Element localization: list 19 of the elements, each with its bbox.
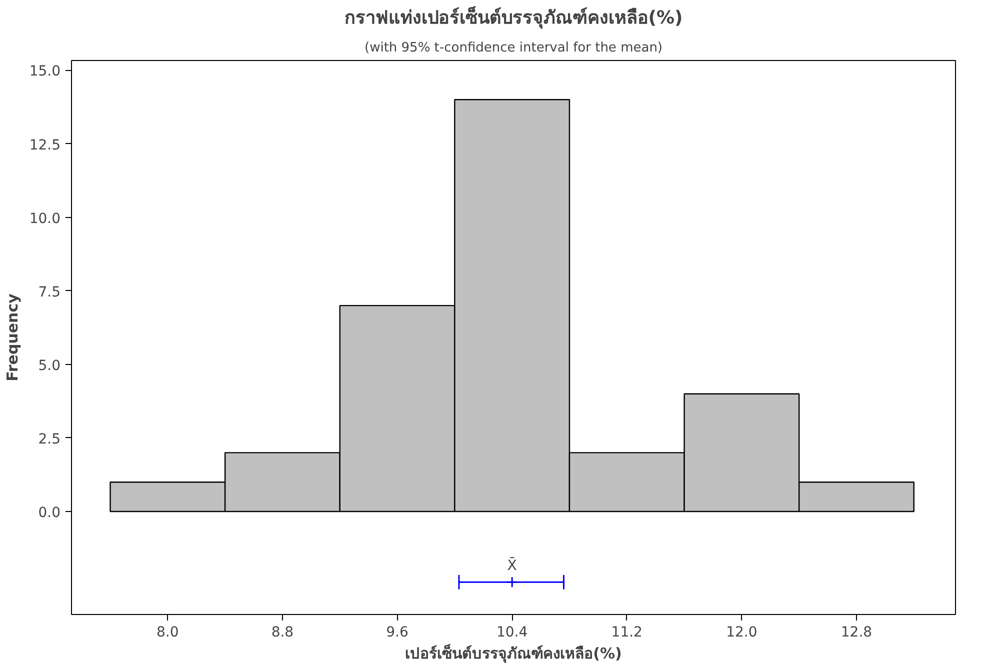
y-tick-label: 2.5 [38, 431, 60, 448]
annotation: X̄ [507, 556, 518, 574]
y-tick-label: 15.0 [29, 64, 60, 80]
x-tick-label: 10.4 [496, 624, 528, 640]
x-tick-label: 12.8 [840, 624, 872, 640]
chart-title: กราฟแท่งเปอร์เซ็นต์บรรจุภัณฑ์คงเหลือ(%) [344, 6, 683, 30]
y-tick-label: 0.0 [38, 505, 60, 522]
x-tick-label: 11.2 [611, 624, 642, 640]
x-tick-label: 12.0 [726, 624, 758, 640]
y-tick-label: 12.5 [29, 137, 60, 154]
y-axis-title: Frequency [3, 293, 22, 382]
x-tick-label: 8.0 [156, 624, 179, 640]
x-tick-label: 8.8 [271, 624, 294, 640]
chart-subtitle: (with 95% t-confidence interval for the mean) [364, 40, 663, 56]
y-tick-label: 5.0 [38, 358, 60, 374]
y-tick-label: 10.0 [29, 210, 60, 227]
x-tick-label: 9.6 [386, 624, 408, 640]
x-axis-title: เปอร์เซ็นต์บรรจุภัณฑ์คงเหลือ(%) [405, 644, 622, 664]
y-tick-label: 7.5 [38, 284, 60, 300]
